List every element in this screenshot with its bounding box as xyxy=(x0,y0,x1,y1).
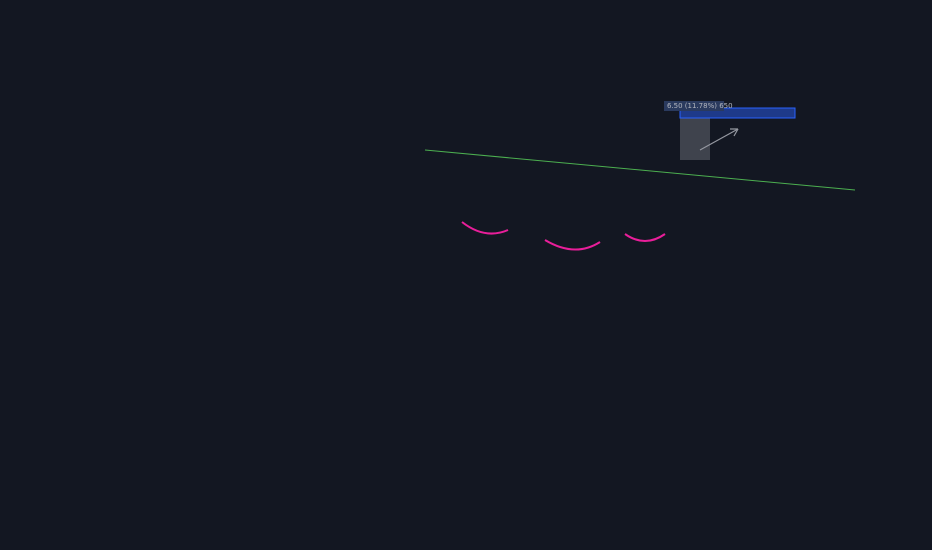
drawings: 6.50 (11.78%) 650 xyxy=(424,101,856,251)
head-arc xyxy=(544,239,601,251)
shoulder-arc xyxy=(624,233,666,242)
annotation: 6.50 (11.78%) 650 xyxy=(667,102,733,110)
arrow xyxy=(699,128,739,151)
shoulder-arc xyxy=(461,221,509,235)
trend-line xyxy=(424,149,856,191)
target-box xyxy=(679,107,796,119)
arrow-head xyxy=(730,128,739,137)
annotation-box xyxy=(664,101,724,111)
projection-box xyxy=(680,118,710,160)
